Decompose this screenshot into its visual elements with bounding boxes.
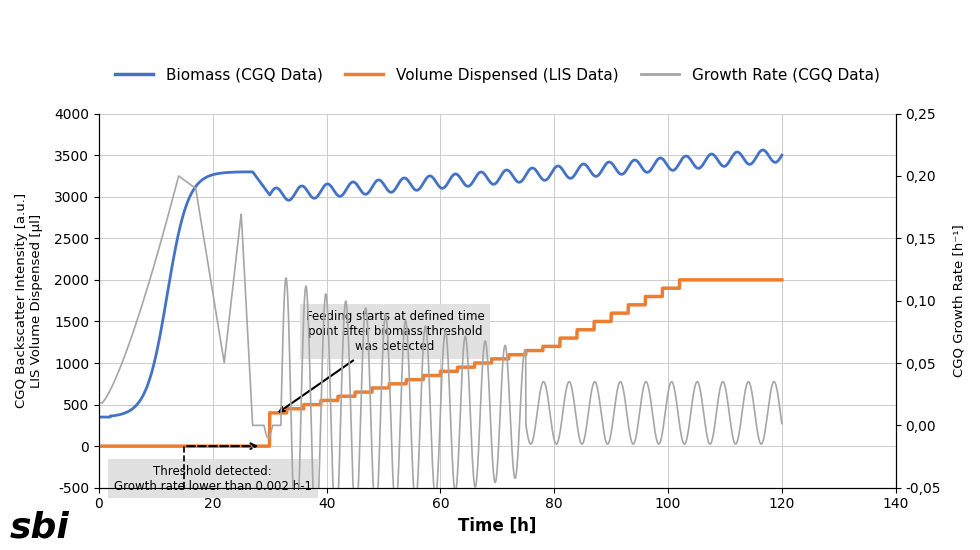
Text: sbi: sbi bbox=[10, 510, 70, 544]
Text: Feeding starts at defined time
point after biomass threshold
was detected: Feeding starts at defined time point aft… bbox=[279, 310, 484, 411]
Legend: Biomass (CGQ Data), Volume Dispensed (LIS Data), Growth Rate (CGQ Data): Biomass (CGQ Data), Volume Dispensed (LI… bbox=[109, 62, 886, 89]
Y-axis label: CGQ Growth Rate [h⁻¹]: CGQ Growth Rate [h⁻¹] bbox=[952, 224, 965, 377]
Text: Threshold detected:
Growth rate lower than 0.002 h-1: Threshold detected: Growth rate lower th… bbox=[114, 465, 312, 493]
X-axis label: Time [h]: Time [h] bbox=[458, 517, 536, 535]
Y-axis label: CGQ Backscatter Intensity [a.u.]
LIS Volume Dispensed [µl]: CGQ Backscatter Intensity [a.u.] LIS Vol… bbox=[15, 193, 43, 408]
